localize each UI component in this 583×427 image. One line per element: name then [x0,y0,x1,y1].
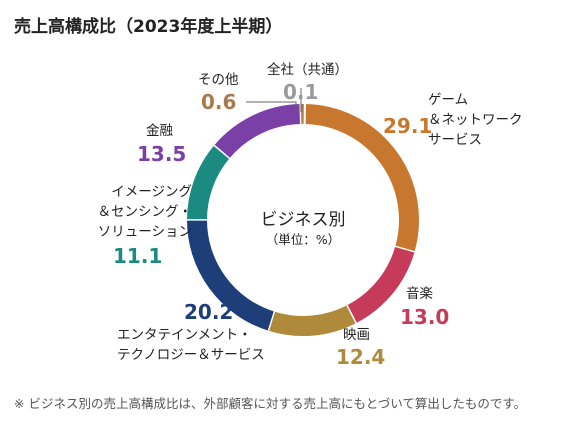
segment-separator [212,144,231,160]
donut-segment-music [346,246,415,324]
leader-line-other [246,101,297,112]
label-imaging-sensing: イメージング ＆センシング・ ソリューション [97,184,193,240]
label-other: その他 [198,72,239,88]
label-movie: 映画 [343,327,370,343]
label-music: 音楽 [406,286,433,302]
segment-separator [394,245,416,253]
value-other: 0.6 [201,90,237,114]
value-finance: 13.5 [137,142,187,166]
donut-segment-imaging-sensing [187,145,230,221]
segment-separator [299,103,302,126]
label-corporate: 全社（共通） [267,62,348,78]
donut-segment-entertainment-tech [186,219,275,331]
label-game-network: ゲーム ＆ネットワーク サービス [428,92,523,148]
value-entertainment-tech: 20.2 [184,300,234,324]
segment-separator [267,310,276,332]
value-movie: 12.4 [336,345,386,369]
donut-segment-movie [268,305,357,336]
value-corporate: 0.1 [283,80,319,104]
value-imaging-sensing: 11.1 [113,244,163,268]
segment-separator [345,304,358,325]
center-unit: （単位：%） [265,232,341,247]
value-game-network: 29.1 [383,114,433,138]
chart-title: 売上高構成比（2023年度上半期） [14,17,283,37]
value-music: 13.0 [400,305,450,329]
donut-segment-finance [214,104,301,159]
donut-segment-game-network [304,104,419,252]
center-title: ビジネス別 [260,210,346,230]
label-entertainment-tech: エンタテインメント・ テクノロジー＆サービス [117,327,265,363]
footnote: ※ ビジネス別の売上高構成比は、外部顧客に対する売上高にもとづいて算出したもので… [14,396,527,411]
label-finance: 金融 [146,123,173,139]
